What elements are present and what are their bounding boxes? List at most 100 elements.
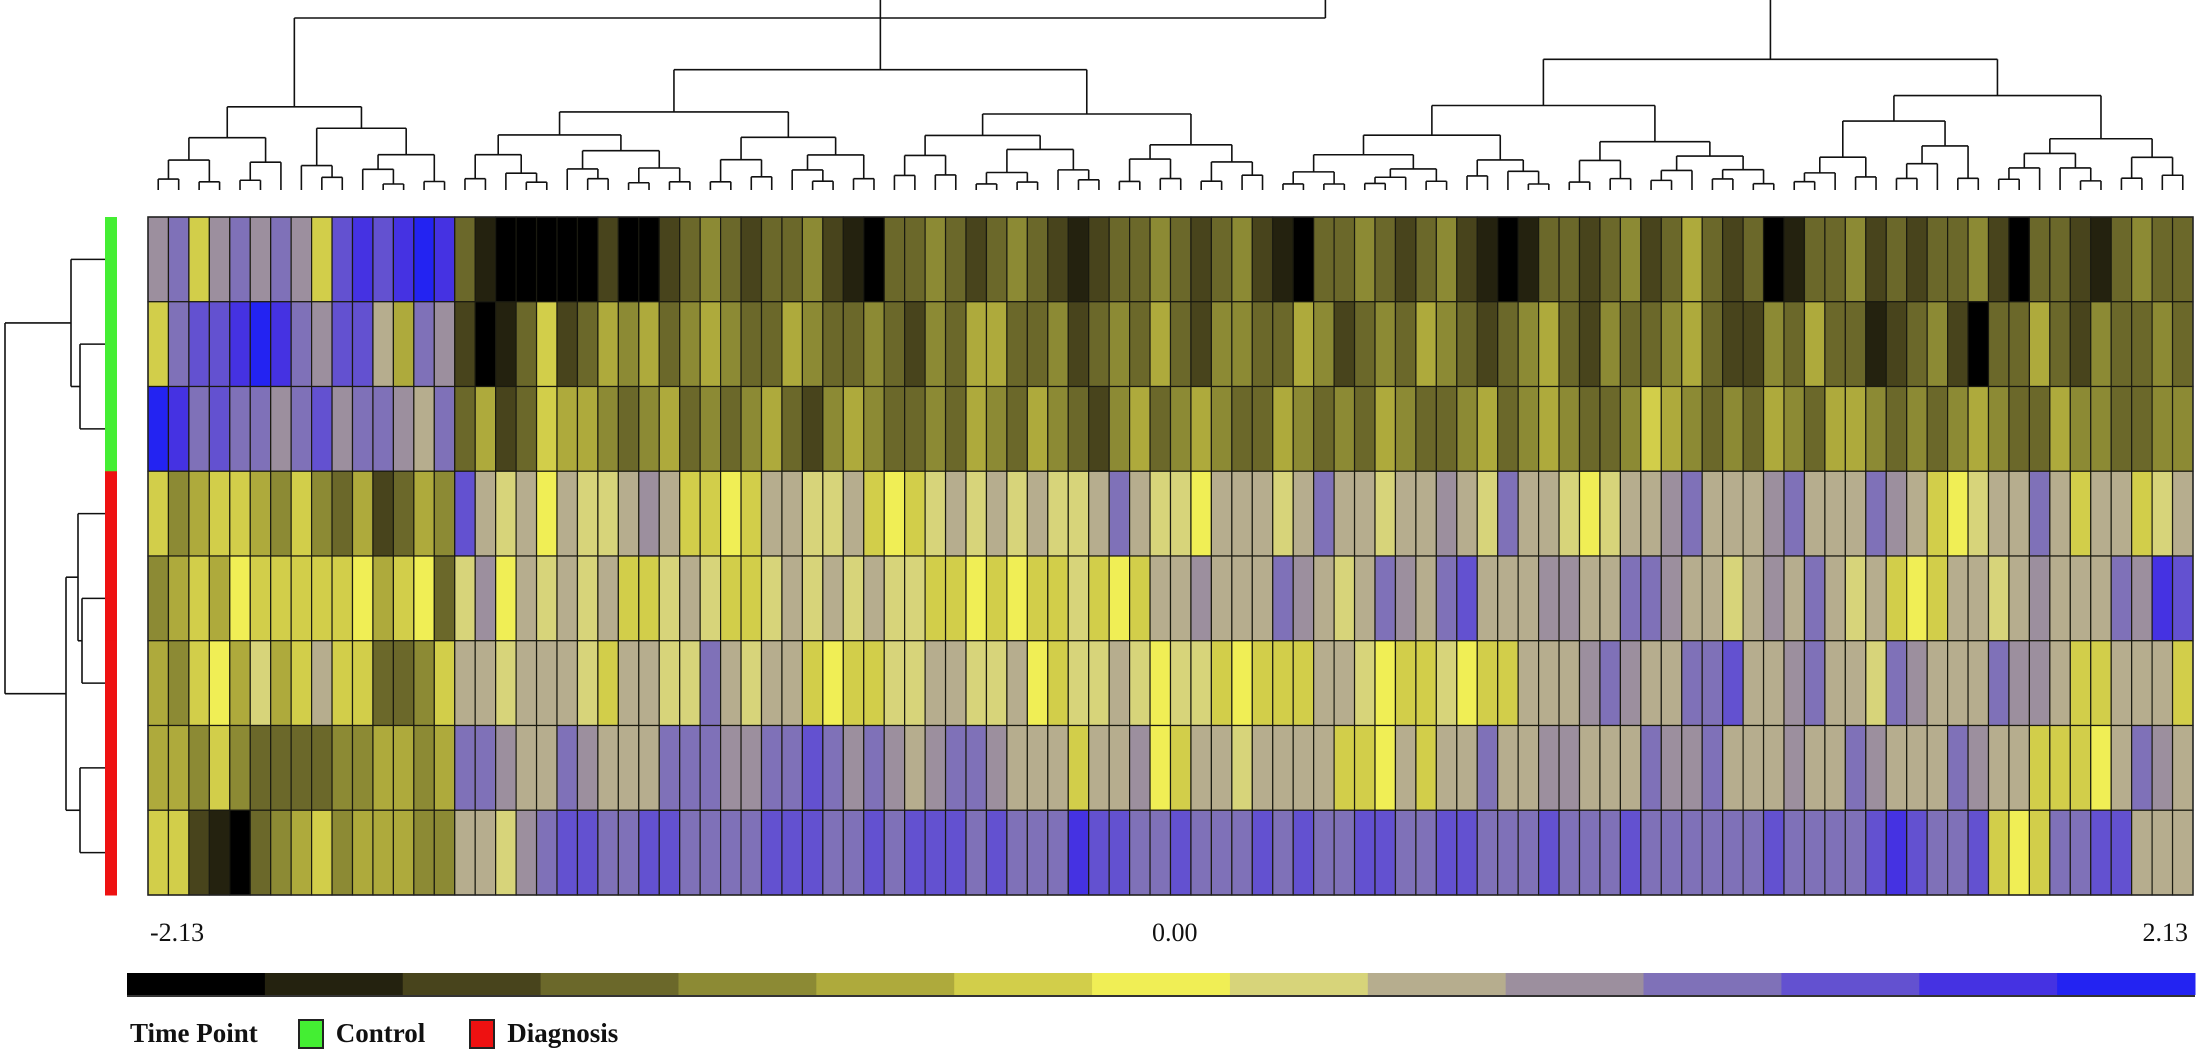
heatmap-cell <box>842 216 865 303</box>
heatmap-cell <box>2151 640 2174 727</box>
heatmap-cell <box>1824 809 1846 896</box>
heatmap-cell <box>167 216 190 303</box>
heatmap-cell <box>1722 301 1744 388</box>
heatmap-cell <box>331 216 354 303</box>
heatmap-cell <box>1742 724 1765 811</box>
heatmap-cell <box>1415 555 1437 642</box>
heatmap-cell <box>2151 809 2174 896</box>
heatmap-cell <box>1190 470 1212 557</box>
heatmap-cell <box>1824 216 1846 303</box>
heatmap-cell <box>965 809 988 896</box>
heatmap-cell <box>1640 809 1662 896</box>
heatmap-cell <box>1313 724 1335 811</box>
heatmap-cell <box>883 385 906 472</box>
heatmap-cell <box>1865 301 1887 388</box>
heatmap-cell <box>208 809 231 896</box>
heatmap-cell <box>1803 809 1826 896</box>
heatmap-cell <box>188 470 210 557</box>
heatmap-cell <box>1231 385 1253 472</box>
heatmap-cell <box>1088 809 1110 896</box>
heatmap-cell <box>1026 470 1049 557</box>
heatmap-cell <box>1742 640 1765 727</box>
heatmap-cell <box>1742 385 1765 472</box>
heatmap-cell <box>699 640 722 727</box>
heatmap-cell <box>679 555 701 642</box>
heatmap-cell <box>1333 809 1356 896</box>
heatmap-cell <box>1435 385 1458 472</box>
heatmap-cell <box>1353 724 1376 811</box>
heatmap-cell <box>2049 470 2071 557</box>
heatmap-cell <box>1619 640 1642 727</box>
heatmap-cell <box>1865 470 1887 557</box>
heatmap-cell <box>1047 640 1069 727</box>
heatmap-cell <box>576 216 599 303</box>
heatmap-cell <box>2110 385 2133 472</box>
heatmap-cell <box>1149 724 1172 811</box>
heatmap-cell <box>515 216 538 303</box>
heatmap-cell <box>801 555 824 642</box>
heatmap-cell <box>392 640 415 727</box>
heatmap-cell <box>454 724 476 811</box>
heatmap-cell <box>1026 724 1049 811</box>
heatmap-cell <box>1660 385 1683 472</box>
heatmap-cell <box>1006 216 1028 303</box>
heatmap-cell <box>1742 301 1765 388</box>
heatmap-cell <box>535 724 558 811</box>
heatmap-cell <box>842 724 865 811</box>
heatmap-cell <box>1681 724 1703 811</box>
heatmap-cell <box>290 809 313 896</box>
heatmap-cell <box>1762 640 1785 727</box>
heatmap-cell <box>576 470 599 557</box>
heatmap-cell <box>904 470 926 557</box>
heatmap-cell <box>372 216 395 303</box>
heatmap-cell <box>1967 470 1990 557</box>
heatmap-cell <box>1599 640 1621 727</box>
heatmap-cell <box>1803 385 1826 472</box>
heatmap-cell <box>556 470 579 557</box>
heatmap-cell <box>535 385 558 472</box>
heatmap-cell <box>1497 724 1519 811</box>
heatmap-cell <box>658 809 681 896</box>
heatmap-cell <box>229 301 251 388</box>
heatmap-cell <box>1292 216 1315 303</box>
heatmap-cell <box>249 640 272 727</box>
heatmap-cell <box>331 640 354 727</box>
heatmap-cell <box>1333 301 1356 388</box>
heatmap-cell <box>474 640 497 727</box>
heatmap-cell <box>1926 809 1949 896</box>
heatmap-cell <box>188 640 210 727</box>
heatmap-cell <box>1210 216 1233 303</box>
heatmap-cell <box>474 724 497 811</box>
group-bar-segment <box>105 386 117 472</box>
heatmap-cell <box>1803 301 1826 388</box>
heatmap-cell <box>1108 724 1131 811</box>
heatmap-cell <box>699 555 722 642</box>
heatmap-cell <box>1578 555 1601 642</box>
heatmap-cell <box>1619 301 1642 388</box>
heatmap-cell <box>1313 640 1335 727</box>
heatmap-cell <box>1946 555 1969 642</box>
heatmap-cell <box>1783 555 1806 642</box>
heatmap-cell <box>1578 216 1601 303</box>
heatmap-cell <box>1660 555 1683 642</box>
heatmap-cell <box>311 809 333 896</box>
heatmap-cell <box>2069 640 2092 727</box>
heatmap-cell <box>1047 724 1069 811</box>
heatmap-cell <box>2028 809 2051 896</box>
heatmap-cell <box>1088 470 1110 557</box>
heatmap-cell <box>535 640 558 727</box>
heatmap-cell <box>1844 470 1867 557</box>
heatmap-cell <box>1906 724 1928 811</box>
heatmap-cell <box>1824 301 1846 388</box>
heatmap-cell <box>495 640 517 727</box>
heatmap-cell <box>985 555 1008 642</box>
heatmap-cell <box>2171 470 2194 557</box>
heatmap-cells <box>147 216 2194 896</box>
heatmap-cell <box>1537 724 1560 811</box>
heatmap-cell <box>331 470 354 557</box>
heatmap-cell <box>1742 216 1765 303</box>
heatmap-cell <box>597 470 619 557</box>
heatmap-cell <box>229 809 251 896</box>
heatmap-cell <box>1190 809 1212 896</box>
heatmap-cell <box>679 809 701 896</box>
